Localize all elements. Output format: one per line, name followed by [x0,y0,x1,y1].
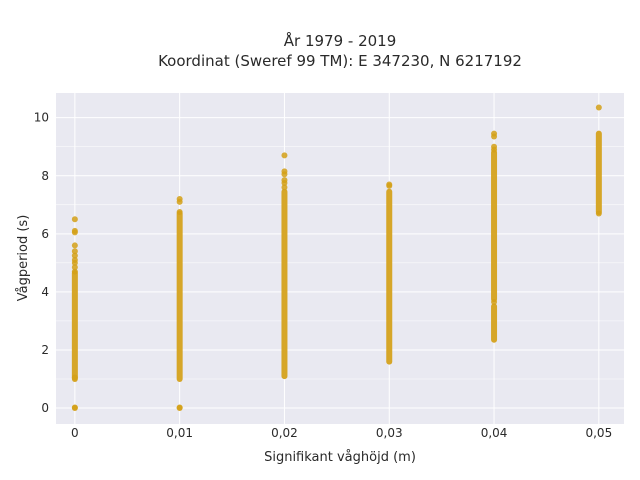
data-point [71,264,78,271]
data-point [71,242,78,249]
y-tick-label: 2 [41,343,49,357]
chart-title-line-1: År 1979 - 2019 [284,31,397,50]
y-tick-label: 10 [34,111,49,125]
y-tick-label: 8 [41,169,49,183]
x-tick-label: 0,01 [166,426,193,440]
y-tick-label: 4 [41,285,49,299]
data-point-column [386,188,393,365]
x-tick-label: 0,03 [376,426,403,440]
data-point-column [176,210,183,382]
x-axis-ticks: 0 0,01 0,02 0,03 0,04 0,05 [71,426,612,440]
data-point [491,299,498,306]
data-point [281,184,288,191]
data-point [71,216,78,223]
data-point [176,195,183,202]
plot-area [56,93,624,424]
data-point [71,404,78,411]
data-point [491,130,498,137]
y-tick-label: 0 [41,401,49,415]
data-point-column [595,130,602,216]
data-point [386,181,393,188]
x-tick-label: 0,05 [585,426,612,440]
data-point [71,248,78,255]
data-point-column [281,188,288,380]
data-point [281,152,288,159]
data-point [595,210,602,217]
data-point-column [491,149,498,303]
data-point-column [491,303,498,343]
data-point [491,143,498,150]
data-point [71,268,78,275]
x-tick-label: 0,04 [481,426,508,440]
data-point [71,227,78,234]
data-points [71,104,602,412]
x-tick-label: 0 [71,426,79,440]
y-axis-ticks: 0 2 4 6 8 10 [34,111,49,415]
data-point [281,168,288,175]
data-point [71,252,78,259]
data-point [176,404,183,411]
y-axis-title: Vågperiod (s) [16,215,31,302]
chart-title-line-2: Koordinat (Sweref 99 TM): E 347230, N 62… [158,52,522,70]
x-axis-title: Signifikant våghöjd (m) [264,450,416,465]
data-point [176,209,183,216]
data-point [281,177,288,184]
data-point [71,374,78,381]
data-point-column [71,270,78,382]
y-tick-label: 6 [41,227,49,241]
x-tick-label: 0,02 [271,426,298,440]
data-point [595,104,602,111]
data-point [71,256,78,263]
